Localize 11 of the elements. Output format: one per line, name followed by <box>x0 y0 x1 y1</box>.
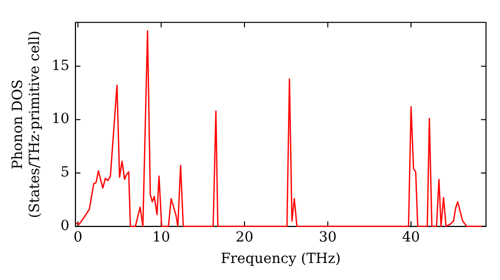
y-tick-label: 10 <box>52 111 70 128</box>
x-tick-label: 0 <box>73 229 82 246</box>
y-tick-label: 15 <box>52 58 70 74</box>
x-tick-label: 40 <box>402 229 420 246</box>
x-axis-title: Frequency (THz) <box>220 251 341 268</box>
x-tick-label: 10 <box>152 229 170 246</box>
y-tick-label: 0 <box>60 218 70 234</box>
y-tick-label: 5 <box>60 164 70 181</box>
x-tick-label: 20 <box>236 229 254 246</box>
x-tick-label: 30 <box>318 229 337 246</box>
y-axis-title: Phonon DOS (States/THz·primitive cell) <box>10 30 43 218</box>
